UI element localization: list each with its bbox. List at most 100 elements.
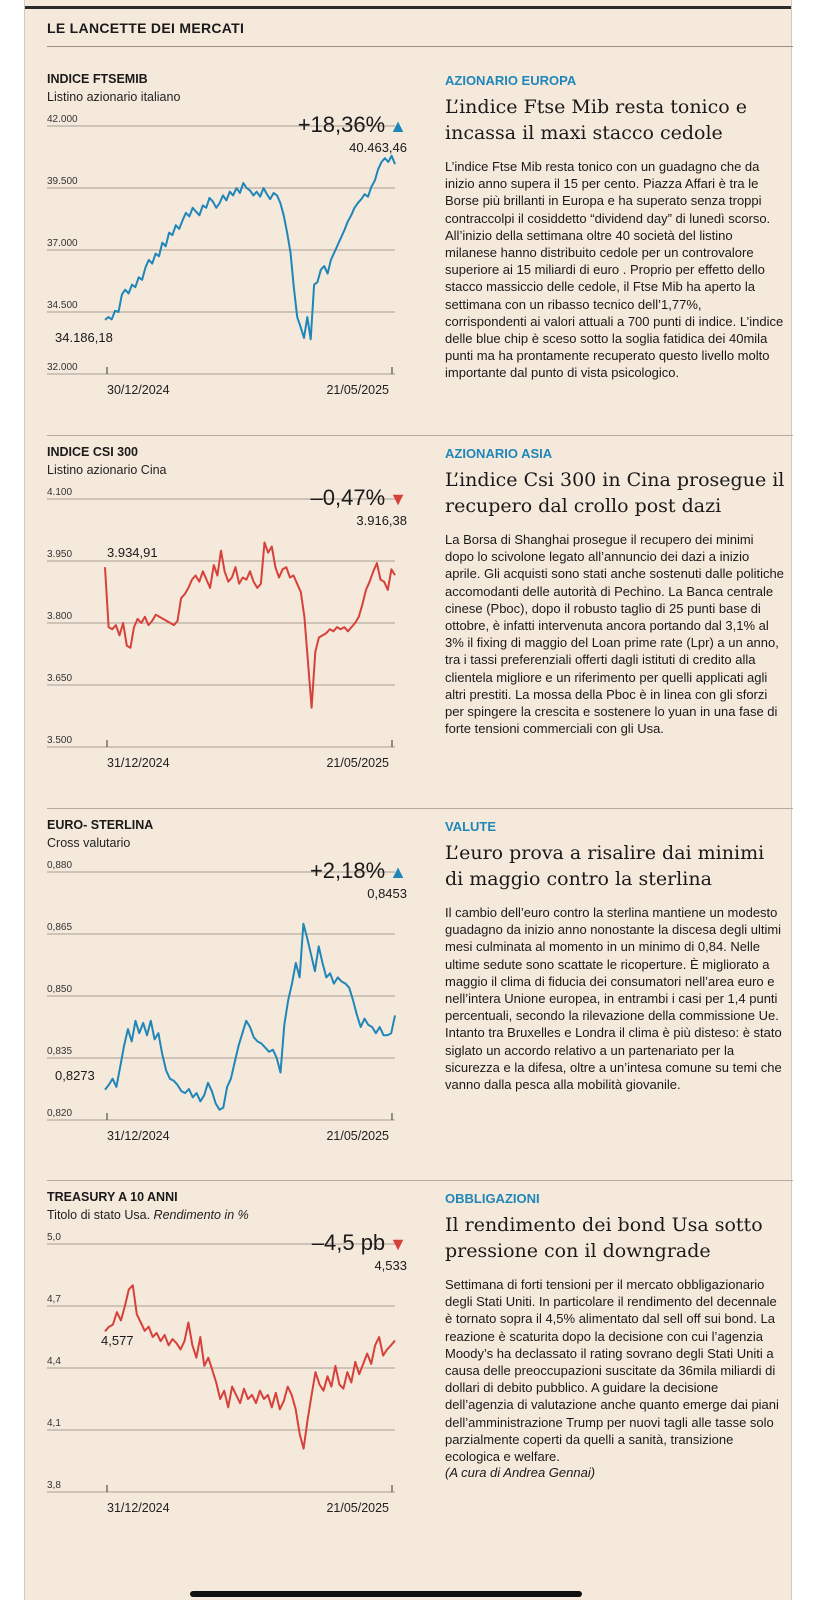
series-line <box>104 154 396 341</box>
chart-panel-csi300: 3.500 3.650 3.800 3.950 4.100 31/12/2024 21/05… <box>47 441 427 811</box>
x-tick-label: 21/05/2025 <box>326 1501 389 1515</box>
section-rubric: AZIONARIO ASIA <box>445 446 553 461</box>
section-divider <box>47 1180 793 1181</box>
change-value: +2,18% ▲ <box>310 858 407 884</box>
section-rubric: AZIONARIO EUROPA <box>445 73 577 88</box>
start-value-label: 3.934,91 <box>107 545 158 561</box>
market-section-eur-gbp: 0,820 0,835 0,850 0,865 0,880 31/12/2024 21/05… <box>25 814 791 1190</box>
start-value-label: 0,8273 <box>55 1067 95 1083</box>
page-title: LE LANCETTE DEI MERCATI <box>47 20 245 36</box>
arrow-up-icon: ▲ <box>389 116 407 136</box>
x-tick-label: 31/12/2024 <box>107 1129 170 1143</box>
last-value: 4,533 <box>374 1258 407 1273</box>
y-tick-label: 3.500 <box>47 735 72 746</box>
arrow-up-icon: ▲ <box>389 862 407 882</box>
series-line <box>104 1284 396 1450</box>
y-tick-label: 34.500 <box>47 300 78 311</box>
y-tick-label: 3,8 <box>47 1480 61 1491</box>
market-section-treasury-10y: 3,8 4,1 4,4 4,7 5,0 31/12/2024 21/05/2025 TREAS… <box>25 1186 791 1562</box>
top-rule <box>25 6 791 9</box>
article-headline: L’indice Csi 300 in Cina prosegue il rec… <box>445 469 785 517</box>
article-body: L’indice Ftse Mib resta tonico con un gu… <box>445 159 784 381</box>
section-rubric: VALUTE <box>445 819 497 834</box>
change-value: –4,5 pb ▼ <box>312 1230 407 1256</box>
article-csi300: AZIONARIO ASIA L’indice Csi 300 in Cina p… <box>445 441 785 737</box>
change-value: +18,36% ▲ <box>298 112 407 138</box>
x-tick-label: 31/12/2024 <box>107 756 170 770</box>
chart-panel-treasury-10y: 3,8 4,1 4,4 4,7 5,0 31/12/2024 21/05/2025 TREAS… <box>47 1186 427 1556</box>
line-chart-csi300: 3.500 3.650 3.800 3.950 4.100 31/12/2024 21/05… <box>47 487 396 770</box>
y-tick-label: 4,4 <box>47 1356 61 1367</box>
y-tick-label: 3.950 <box>47 549 72 560</box>
series-line <box>104 922 396 1111</box>
chart-subtitle-text: Cross valutario <box>47 836 131 850</box>
title-divider <box>47 46 793 47</box>
page: LE LANCETTE DEI MERCATI 32.000 34.500 37.0… <box>24 0 793 1600</box>
y-tick-label: 0,865 <box>47 922 72 933</box>
x-tick-label: 21/05/2025 <box>326 756 389 770</box>
x-tick-label: 21/05/2025 <box>326 383 389 397</box>
x-tick-label: 31/12/2024 <box>107 1501 170 1515</box>
y-tick-label: 4,7 <box>47 1294 61 1305</box>
change-value: –0,47% ▼ <box>311 485 407 511</box>
home-indicator[interactable] <box>190 1591 582 1597</box>
change-text: –4,5 pb <box>311 1230 386 1255</box>
chart-title: INDICE CSI 300 <box>47 445 139 459</box>
arrow-down-icon: ▼ <box>389 1234 407 1254</box>
market-section-ftsemib: 32.000 34.500 37.000 39.500 42.000 30/12/2024… <box>25 68 791 444</box>
article-headline: Il rendimento dei bond Usa sotto pressio… <box>445 1214 763 1262</box>
article-ftsemib: AZIONARIO EUROPA L’indice Ftse Mib resta … <box>445 68 785 382</box>
line-chart-treasury-10y: 3,8 4,1 4,4 4,7 5,0 31/12/2024 21/05/2025 <box>47 1232 396 1515</box>
article-body: Settimana di forti tensioni per il merca… <box>445 1277 779 1465</box>
last-value: 0,8453 <box>367 886 407 901</box>
change-text: –0,47% <box>310 485 386 510</box>
chart-title: EURO- STERLINA <box>47 818 154 832</box>
y-tick-label: 4.100 <box>47 487 72 498</box>
y-tick-label: 32.000 <box>47 362 78 373</box>
y-tick-label: 0,835 <box>47 1046 72 1057</box>
y-tick-label: 0,880 <box>47 860 72 871</box>
article-body: La Borsa di Shanghai prosegue il recuper… <box>445 532 784 737</box>
chart-subtitle-italic: Rendimento in % <box>153 1208 249 1222</box>
chart-subtitle-text: Listino azionario italiano <box>47 90 181 104</box>
article-treasury-10y: OBBLIGAZIONI Il rendimento dei bond Usa s… <box>445 1186 785 1480</box>
last-value: 40.463,46 <box>349 140 407 155</box>
article-eur-gbp: VALUTE L’euro prova a risalire dai minimi… <box>445 814 785 1093</box>
series-line <box>104 541 396 709</box>
chart-title: INDICE FTSEMIB <box>47 72 148 86</box>
y-tick-label: 3.650 <box>47 673 72 684</box>
chart-subtitle: Cross valutario <box>47 836 130 850</box>
y-tick-label: 5,0 <box>47 1232 61 1243</box>
author-signature: (A cura di Andrea Gennai) <box>445 1465 596 1481</box>
article-headline: L’euro prova a risalire dai minimi di ma… <box>445 842 765 890</box>
section-divider <box>47 808 793 809</box>
y-tick-label: 0,820 <box>47 1108 72 1119</box>
chart-panel-eur-gbp: 0,820 0,835 0,850 0,865 0,880 31/12/2024 21/05… <box>47 814 427 1184</box>
chart-subtitle-text: Listino azionario Cina <box>47 463 167 477</box>
article-headline: L’indice Ftse Mib resta tonico e incassa… <box>445 96 747 144</box>
line-chart-ftsemib: 32.000 34.500 37.000 39.500 42.000 30/12/2024… <box>47 114 396 397</box>
x-tick-label: 21/05/2025 <box>326 1129 389 1143</box>
section-divider <box>47 435 793 436</box>
y-tick-label: 0,850 <box>47 984 72 995</box>
start-value-label: 34.186,18 <box>55 329 113 345</box>
line-chart-eur-gbp: 0,820 0,835 0,850 0,865 0,880 31/12/2024 21/05… <box>47 860 396 1143</box>
last-value: 3.916,38 <box>356 513 407 528</box>
change-text: +18,36% <box>297 112 386 137</box>
chart-subtitle: Listino azionario Cina <box>47 463 167 477</box>
y-tick-label: 3.800 <box>47 611 72 622</box>
y-tick-label: 37.000 <box>47 238 78 249</box>
chart-panel-ftsemib: 32.000 34.500 37.000 39.500 42.000 30/12/2024… <box>47 68 427 438</box>
start-value-label: 4,577 <box>101 1333 134 1349</box>
change-text: +2,18% <box>309 858 386 883</box>
article-body: Il cambio dell’euro contro la sterlina m… <box>445 905 782 1093</box>
section-rubric: OBBLIGAZIONI <box>445 1191 540 1206</box>
chart-subtitle-text: Titolo di stato Usa. <box>47 1208 151 1222</box>
chart-subtitle: Titolo di stato Usa. Rendimento in % <box>47 1208 249 1222</box>
y-tick-label: 4,1 <box>47 1418 61 1429</box>
chart-title: TREASURY A 10 ANNI <box>47 1190 178 1204</box>
y-tick-label: 39.500 <box>47 176 78 187</box>
x-tick-label: 30/12/2024 <box>107 383 170 397</box>
y-tick-label: 42.000 <box>47 114 78 125</box>
chart-subtitle: Listino azionario italiano <box>47 90 180 104</box>
